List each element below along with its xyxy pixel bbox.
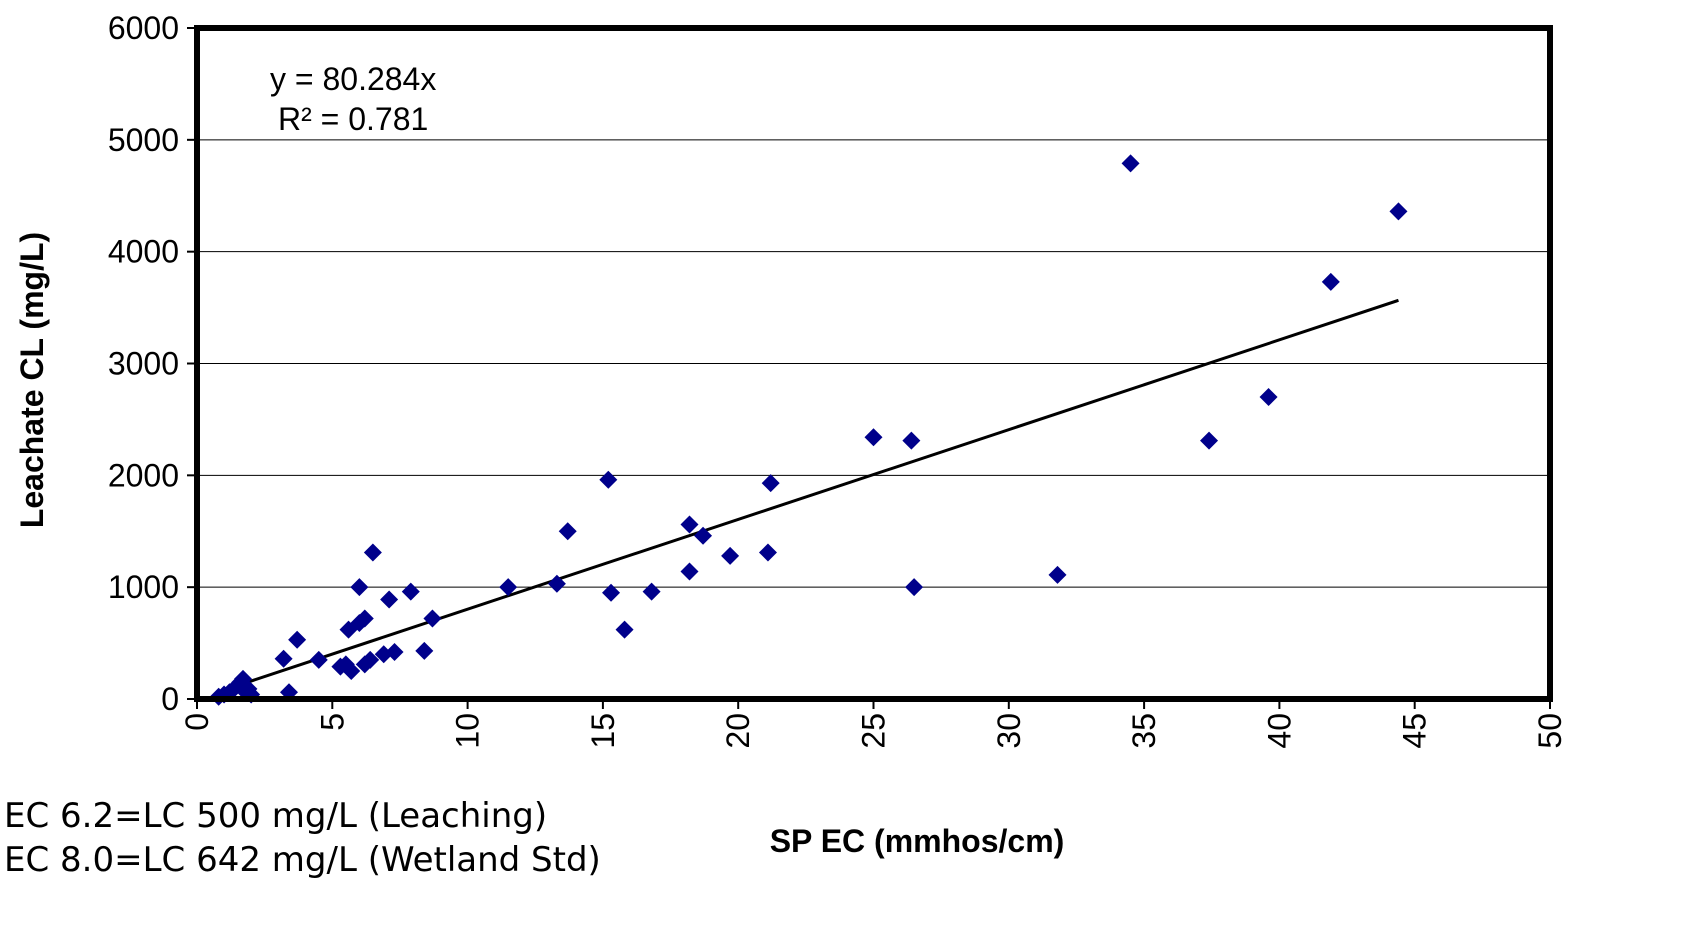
y-tick-label: 2000 xyxy=(108,457,179,493)
x-tick-label: 25 xyxy=(856,713,892,749)
data-point xyxy=(558,522,577,541)
x-tick-label: 5 xyxy=(314,713,350,731)
data-point xyxy=(721,546,740,565)
data-point xyxy=(1048,565,1067,584)
data-point xyxy=(680,562,699,581)
y-tick-labels: 0 1000 2000 3000 4000 5000 6000 xyxy=(108,10,197,717)
y-axis-title: Leachate CL (mg/L) xyxy=(14,232,50,528)
data-point xyxy=(758,543,777,562)
x-tick-label: 40 xyxy=(1261,713,1297,749)
note-wetland: EC 8.0=LC 642 mg/L (Wetland Std) xyxy=(4,840,601,880)
trendline-equation: y = 80.284x xyxy=(270,61,436,97)
x-tick-label: 35 xyxy=(1126,713,1162,749)
data-point xyxy=(288,630,307,649)
x-tick-label: 0 xyxy=(179,713,215,731)
data-point xyxy=(342,662,361,681)
data-point xyxy=(1121,154,1140,173)
note-leaching: EC 6.2=LC 500 mg/L (Leaching) xyxy=(4,796,548,836)
y-tick-label: 3000 xyxy=(108,346,179,382)
trendline xyxy=(218,298,1399,694)
data-point xyxy=(401,582,420,601)
x-tick-label: 20 xyxy=(720,713,756,749)
y-tick-label: 1000 xyxy=(108,569,179,605)
data-point xyxy=(642,582,661,601)
data-point xyxy=(1259,388,1278,407)
data-point xyxy=(361,650,380,669)
x-tick-label: 30 xyxy=(991,713,1027,749)
trendline-group xyxy=(218,298,1399,694)
x-tick-labels: 0 5 10 15 20 25 30 35 40 45 50 xyxy=(179,699,1568,749)
x-tick-label: 10 xyxy=(450,713,486,749)
y-tick-label: 0 xyxy=(161,681,179,717)
data-point xyxy=(902,431,921,450)
data-point xyxy=(905,578,924,597)
data-point xyxy=(363,543,382,562)
trendline-r-squared: R² = 0.781 xyxy=(278,101,428,137)
data-point xyxy=(680,515,699,534)
data-point xyxy=(694,526,713,545)
data-point xyxy=(1200,431,1219,450)
data-point xyxy=(761,474,780,493)
data-point xyxy=(274,649,293,668)
data-point xyxy=(380,590,399,609)
data-point xyxy=(385,643,404,662)
data-point xyxy=(355,609,374,628)
data-point xyxy=(599,470,618,489)
data-point xyxy=(602,583,621,602)
y-tick-label: 4000 xyxy=(108,234,179,270)
data-point xyxy=(309,650,328,669)
data-point xyxy=(423,609,442,628)
data-point xyxy=(864,428,883,447)
data-point xyxy=(350,578,369,597)
data-points xyxy=(209,154,1408,706)
data-point xyxy=(615,620,634,639)
x-tick-label: 50 xyxy=(1532,713,1568,749)
x-tick-label: 45 xyxy=(1397,713,1433,749)
data-point xyxy=(499,578,518,597)
x-tick-label: 15 xyxy=(585,713,621,749)
notes-block: EC 6.2=LC 500 mg/L (Leaching) EC 8.0=LC … xyxy=(4,794,601,882)
data-point xyxy=(547,574,566,593)
data-point xyxy=(1389,202,1408,221)
y-tick-label: 5000 xyxy=(108,122,179,158)
gridlines xyxy=(197,139,1550,588)
data-point xyxy=(415,641,434,660)
y-tick-label: 6000 xyxy=(108,10,179,46)
x-axis-title: SP EC (mmhos/cm) xyxy=(770,823,1065,859)
data-point xyxy=(1321,272,1340,291)
